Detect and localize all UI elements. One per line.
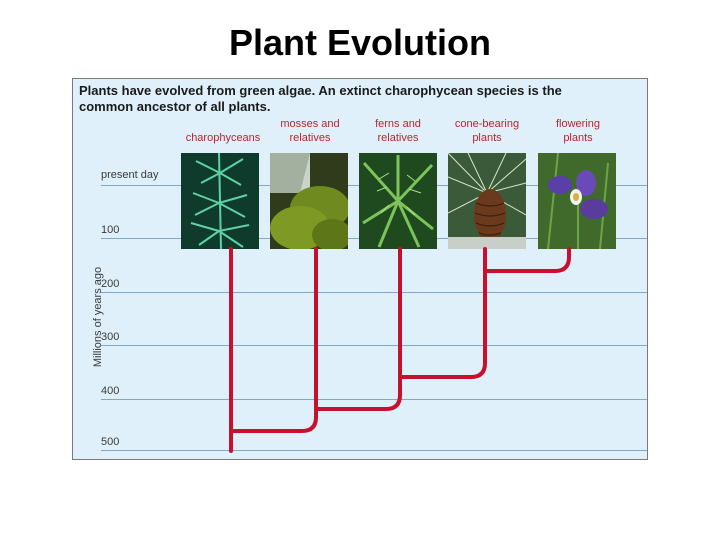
photo-mosses	[270, 153, 348, 249]
tick-500: 500	[101, 436, 120, 448]
slide-title: Plant Evolution	[228, 22, 491, 63]
phylogeny-tree	[229, 247, 571, 453]
group-label-charophyceans: charophyceans	[185, 132, 261, 144]
group-label-cone-bearing: cone-bearing plants	[454, 118, 520, 144]
branch-cone-bearing	[398, 247, 487, 379]
group-label-flowering: flowering plants	[555, 118, 601, 144]
gridline-400	[101, 399, 647, 400]
gridline-500	[101, 450, 647, 451]
gridline-300	[101, 345, 647, 346]
gridline-200	[101, 292, 647, 293]
tick-300: 300	[101, 331, 120, 343]
photo-ferns	[359, 153, 437, 249]
photo-flowering	[538, 153, 616, 249]
tick-present-day: present day	[101, 169, 159, 181]
group-label-mosses: mosses and relatives	[280, 118, 340, 144]
tick-400: 400	[101, 385, 120, 397]
group-label-ferns: ferns and relatives	[375, 118, 421, 144]
photo-charophyceans	[181, 153, 259, 249]
diagram-caption: Plants have evolved from green algae. An…	[79, 83, 562, 114]
phylogeny-panel: Plants have evolved from green algae. An…	[72, 78, 648, 460]
tick-200: 200	[101, 278, 120, 290]
branch-ferns	[314, 247, 402, 411]
photo-cone-bearing	[448, 153, 526, 249]
branch-mosses	[229, 247, 318, 433]
branch-flowering	[483, 247, 571, 273]
tick-100: 100	[101, 224, 120, 236]
